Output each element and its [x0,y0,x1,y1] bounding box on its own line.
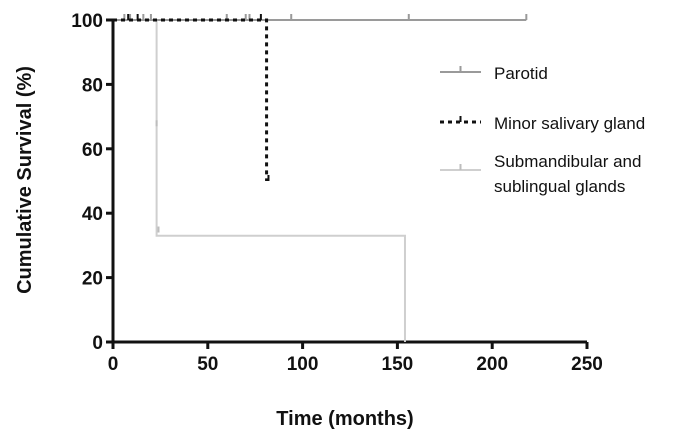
x-ticks: 0 50 100 150 200 250 [108,342,603,375]
x-tick-label: 50 [197,354,218,375]
y-axis-title: Cumulative Survival (%) [14,66,36,294]
series-2 [113,19,406,342]
legend-label: Submandibular and [494,152,641,171]
x-tick-label: 0 [108,354,119,375]
series-layer [113,14,528,342]
y-tick-label: 100 [71,11,103,32]
y-ticks: 0 20 40 60 80 100 [71,11,113,354]
series-line [113,19,406,342]
legend: Parotid Minor salivary gland Submandibular… [440,64,645,196]
x-axis-title: Time (months) [276,408,413,430]
legend-entry-2: Submandibular and sublingual glands [440,152,641,196]
legend-label: sublingual glands [494,177,625,196]
y-tick-label: 80 [82,75,103,96]
y-tick-label: 60 [82,140,103,161]
y-tick-label: 0 [92,333,103,354]
legend-label: Parotid [494,64,548,83]
x-tick-label: 250 [571,354,603,375]
legend-entry-0: Parotid [440,64,548,83]
series-0 [113,14,528,21]
x-tick-label: 150 [382,354,414,375]
y-axis: 0 20 40 60 80 100 [71,11,115,354]
series-1 [113,14,270,181]
y-tick-label: 40 [82,204,103,225]
legend-entry-1: Minor salivary gland [440,114,645,133]
legend-label: Minor salivary gland [494,114,645,133]
series-line [113,18,269,181]
x-axis: 0 50 100 150 200 250 [108,340,603,375]
x-tick-label: 100 [287,354,319,375]
x-tick-label: 200 [476,354,508,375]
y-tick-label: 20 [82,269,103,290]
